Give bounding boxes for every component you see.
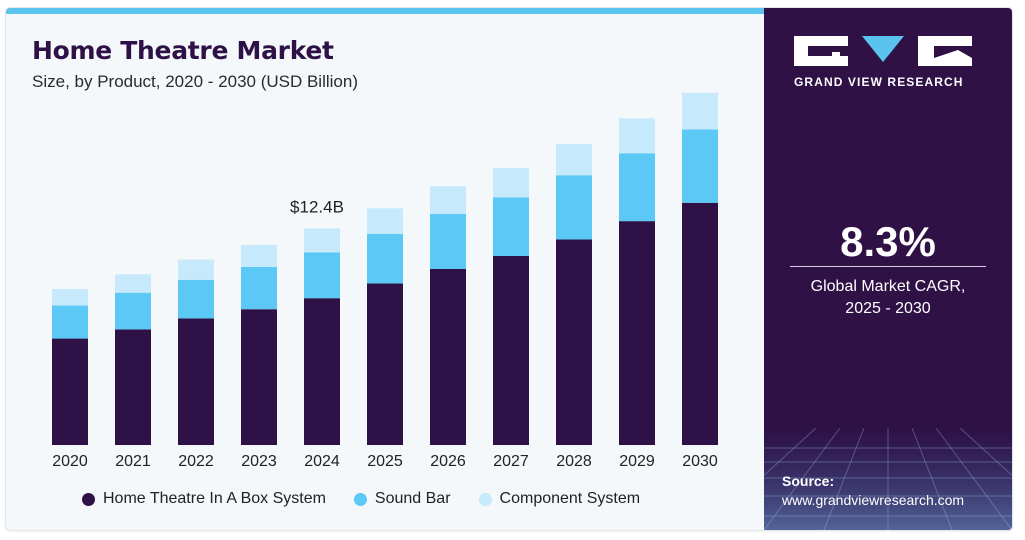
brand-logo: GRAND VIEW RESEARCH: [794, 36, 976, 89]
cagr-label: Global Market CAGR, 2025 - 2030: [764, 276, 1012, 320]
bar-segment-2022-s2: [178, 259, 214, 280]
bar-segment-2026-s2: [430, 186, 466, 214]
cagr-label-line2: 2025 - 2030: [845, 300, 931, 317]
legend-label-sound-bar: Sound Bar: [374, 490, 451, 507]
bar-segment-2022-s1: [178, 279, 214, 319]
cagr-value: 8.3%: [840, 218, 936, 265]
x-tick-label-2029: 2029: [619, 453, 655, 470]
bar-segment-2029-s0: [619, 221, 655, 445]
bar-segment-2024-s0: [304, 298, 340, 445]
x-tick-label-2026: 2026: [430, 453, 466, 470]
bar-segment-2025-s1: [367, 233, 403, 284]
bar-segment-2028-s1: [556, 175, 592, 240]
source-label: Source:: [782, 473, 835, 489]
chart-title: Home Theatre Market: [32, 36, 334, 65]
bar-segment-2029-s1: [619, 153, 655, 222]
bar-segment-2024-s2: [304, 228, 340, 253]
data-label-2024: $12.4B: [290, 197, 344, 216]
bar-segment-2030-s1: [682, 129, 718, 203]
bar-segment-2028-s2: [556, 144, 592, 176]
bar-segment-2028-s0: [556, 239, 592, 445]
logo-v-icon: [856, 36, 910, 66]
x-tick-label-2024: 2024: [304, 453, 340, 470]
cagr-divider: [790, 266, 986, 267]
legend-label-component-system: Component System: [499, 490, 641, 507]
bar-segment-2025-s0: [367, 283, 403, 445]
legend-item-htib: Home Theatre In A Box System: [82, 490, 326, 508]
bar-segment-2022-s0: [178, 318, 214, 445]
x-tick-label-2023: 2023: [241, 453, 277, 470]
x-tick-label-2020: 2020: [52, 453, 88, 470]
bar-segment-2021-s0: [115, 329, 151, 445]
bar-segment-2020-s2: [52, 289, 88, 306]
bar-segment-2026-s0: [430, 268, 466, 445]
x-tick-label-2028: 2028: [556, 453, 592, 470]
chart-subtitle: Size, by Product, 2020 - 2030 (USD Billi…: [32, 72, 358, 91]
source-link[interactable]: www.grandviewresearch.com: [782, 492, 965, 508]
legend-item-component-system: Component System: [478, 490, 641, 508]
logo-mark: [794, 36, 976, 66]
x-tick-label-2030: 2030: [682, 453, 718, 470]
brand-name: GRAND VIEW RESEARCH: [794, 75, 964, 89]
bar-segment-2020-s0: [52, 338, 88, 445]
x-tick-label-2027: 2027: [493, 453, 529, 470]
bar-segment-2029-s2: [619, 118, 655, 154]
bar-segment-2025-s2: [367, 208, 403, 234]
bar-segment-2027-s2: [493, 167, 529, 198]
bar-segment-2027-s0: [493, 255, 529, 445]
x-tick-label-2022: 2022: [178, 453, 214, 470]
logo-r-icon: [918, 36, 972, 66]
top-accent-bar: [6, 8, 764, 14]
bar-segment-2024-s1: [304, 252, 340, 299]
decorative-grid-floor: [764, 428, 1012, 530]
legend-swatch-component-system: [478, 492, 492, 506]
bar-segment-2026-s1: [430, 213, 466, 269]
bar-segment-2023-s1: [241, 267, 277, 310]
legend-item-sound-bar: Sound Bar: [353, 490, 451, 508]
bar-chart: 2020 2021 2022 2023 2024 2025 2026 2027 2028 2029…: [52, 92, 718, 470]
bar-segment-2021-s1: [115, 292, 151, 330]
legend-label-htib: Home Theatre In A Box System: [103, 490, 326, 507]
x-tick-label-2025: 2025: [367, 453, 403, 470]
bar-segment-2030-s2: [682, 92, 718, 130]
bar-segment-2023-s0: [241, 309, 277, 445]
bar-segment-2020-s1: [52, 305, 88, 339]
chart-legend: Home Theatre In A Box System Sound Bar C…: [82, 488, 640, 510]
chart-card: Home Theatre Market Size, by Product, 20…: [6, 8, 1012, 530]
bar-segment-2030-s0: [682, 202, 718, 445]
cagr-label-line1: Global Market CAGR,: [810, 278, 966, 295]
bar-segment-2027-s1: [493, 197, 529, 256]
x-tick-label-2021: 2021: [115, 453, 151, 470]
logo-g-icon: [794, 36, 848, 66]
bar-segment-2023-s2: [241, 244, 277, 268]
legend-swatch-sound-bar: [353, 492, 367, 506]
legend-swatch-htib: [82, 492, 95, 506]
sidebar-panel: GRAND VIEW RESEARCH 8.3% Global Market C…: [764, 8, 1012, 530]
bar-segment-2021-s2: [115, 274, 151, 293]
